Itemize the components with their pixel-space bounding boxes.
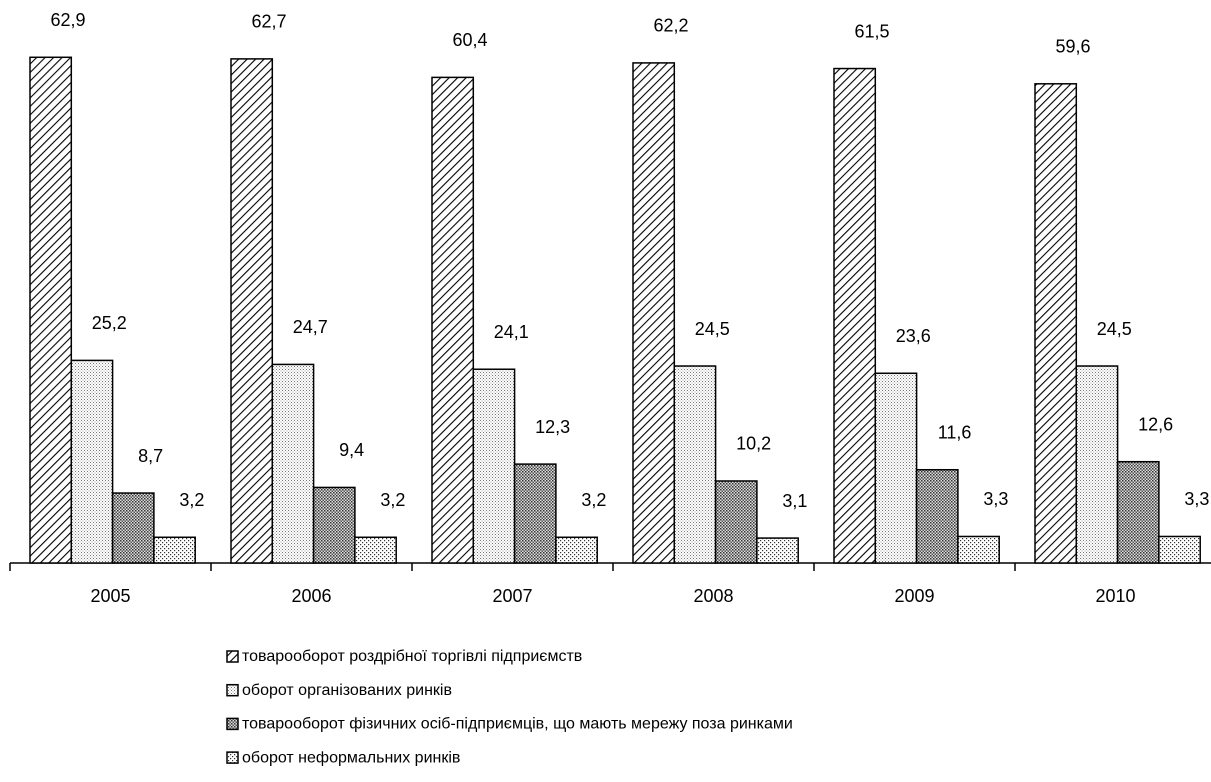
legend-swatch bbox=[226, 751, 239, 764]
bar bbox=[312, 486, 356, 564]
data-label: 3,2 bbox=[581, 490, 606, 510]
legend-swatch bbox=[226, 683, 239, 697]
bar bbox=[111, 492, 155, 564]
legend-label: оборот організованих ринків bbox=[242, 682, 452, 699]
bar bbox=[1034, 83, 1078, 564]
bar bbox=[874, 372, 918, 564]
bar bbox=[957, 535, 1000, 564]
bar bbox=[354, 536, 397, 564]
data-label: 3,2 bbox=[179, 490, 204, 510]
bar bbox=[1158, 535, 1201, 564]
bar bbox=[673, 365, 717, 564]
data-label: 62,2 bbox=[653, 16, 688, 36]
data-label: 24,5 bbox=[695, 319, 730, 339]
data-label: 62,7 bbox=[251, 12, 286, 32]
data-label: 23,6 bbox=[896, 326, 931, 346]
bar bbox=[230, 58, 274, 564]
bar bbox=[756, 537, 799, 564]
data-label: 12,3 bbox=[535, 417, 570, 437]
data-label: 24,1 bbox=[494, 322, 529, 342]
x-tick-label: 2009 bbox=[894, 586, 934, 606]
bar bbox=[271, 363, 315, 564]
bar bbox=[29, 56, 73, 564]
legend-label: оборот неформальних ринків bbox=[242, 749, 460, 766]
data-label: 3,3 bbox=[1184, 489, 1209, 509]
data-label: 59,6 bbox=[1055, 37, 1090, 57]
legend-label: товарооборот роздрібної торгівлі підприє… bbox=[242, 648, 582, 665]
bar bbox=[632, 62, 676, 564]
data-label: 8,7 bbox=[138, 446, 163, 466]
bar bbox=[431, 76, 475, 564]
data-label: 9,4 bbox=[339, 440, 364, 460]
bar bbox=[915, 468, 959, 564]
x-tick-label: 2005 bbox=[90, 586, 130, 606]
bar bbox=[513, 463, 557, 564]
bar bbox=[472, 368, 516, 564]
bar bbox=[833, 67, 877, 564]
data-label: 24,5 bbox=[1097, 319, 1132, 339]
data-label: 3,2 bbox=[380, 490, 405, 510]
data-label: 11,6 bbox=[938, 422, 972, 442]
legend-swatch bbox=[226, 650, 239, 663]
x-tick-label: 2010 bbox=[1095, 586, 1135, 606]
bar bbox=[1075, 365, 1119, 564]
data-label: 60,4 bbox=[452, 30, 487, 50]
bar bbox=[555, 536, 598, 564]
bar bbox=[70, 359, 114, 564]
data-label: 62,9 bbox=[50, 10, 85, 30]
legend-label: товарооборот фізичних осіб-підприємців, … bbox=[242, 716, 793, 733]
x-tick-label: 2008 bbox=[693, 586, 733, 606]
data-label: 25,2 bbox=[92, 313, 127, 333]
bar bbox=[714, 480, 758, 564]
data-label: 12,6 bbox=[1138, 414, 1173, 434]
data-label: 3,3 bbox=[983, 489, 1008, 509]
data-label: 24,7 bbox=[293, 317, 328, 337]
legend-swatch bbox=[226, 717, 239, 731]
bar bbox=[1116, 460, 1160, 564]
x-tick-label: 2007 bbox=[492, 586, 532, 606]
data-label: 10,2 bbox=[736, 434, 771, 454]
bar bbox=[153, 536, 196, 564]
x-tick-label: 2006 bbox=[291, 586, 331, 606]
data-label: 61,5 bbox=[854, 21, 889, 41]
data-label: 3,1 bbox=[782, 491, 807, 511]
